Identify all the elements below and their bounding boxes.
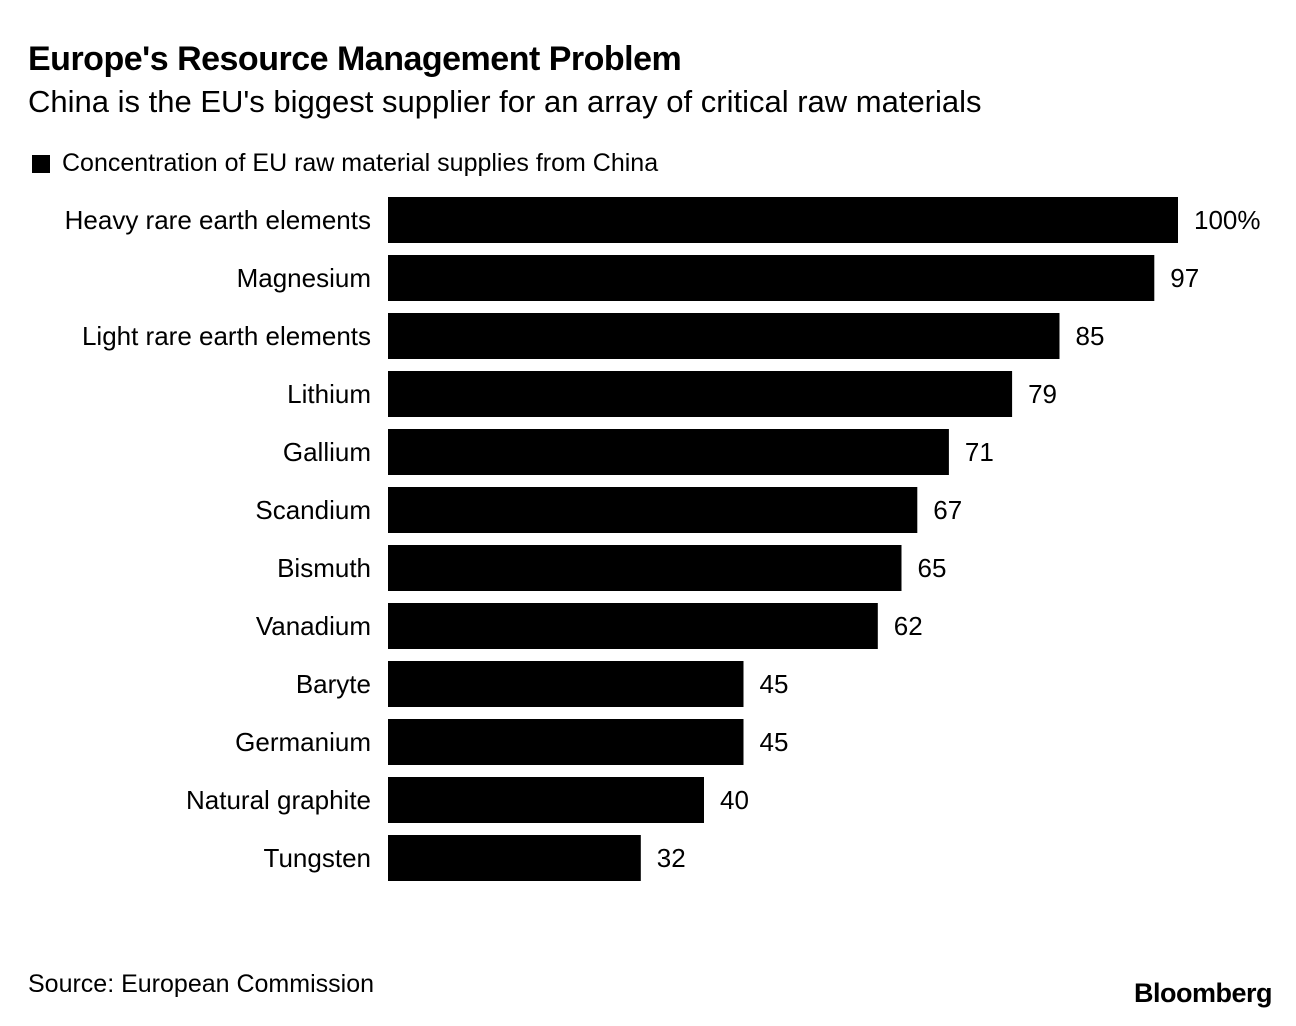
bar-bismuth <box>388 545 902 591</box>
bar-vanadium <box>388 603 878 649</box>
category-label: Natural graphite <box>186 785 371 815</box>
value-label: 97 <box>1170 263 1199 293</box>
category-label: Gallium <box>283 437 371 467</box>
bar-scandium <box>388 487 918 533</box>
bar-tungsten <box>388 835 641 881</box>
value-label: 100% <box>1194 205 1261 235</box>
category-label: Heavy rare earth elements <box>65 205 371 235</box>
value-label: 62 <box>894 611 923 641</box>
bar-gallium <box>388 429 949 475</box>
source-note: Source: European Commission <box>28 970 374 998</box>
value-label: 85 <box>1076 321 1105 351</box>
value-label: 71 <box>965 437 994 467</box>
bar-germanium <box>388 719 744 765</box>
chart-subtitle: China is the EU's biggest supplier for a… <box>28 84 982 119</box>
bar-natural-graphite <box>388 777 704 823</box>
value-label: 79 <box>1028 379 1057 409</box>
value-label: 65 <box>918 553 947 583</box>
category-label: Germanium <box>235 727 371 757</box>
value-label: 45 <box>760 727 789 757</box>
value-label: 67 <box>933 495 962 525</box>
value-label: 32 <box>657 843 686 873</box>
value-label: 45 <box>760 669 789 699</box>
category-label: Lithium <box>287 379 371 409</box>
chart-title: Europe's Resource Management Problem <box>28 40 682 78</box>
category-label: Magnesium <box>237 263 371 293</box>
bar-magnesium <box>388 255 1155 301</box>
legend: Concentration of EU raw material supplie… <box>32 149 658 178</box>
legend-swatch <box>32 154 50 173</box>
bloomberg-logo: Bloomberg <box>1133 978 1273 1008</box>
category-label: Light rare earth elements <box>82 321 371 351</box>
value-label: 40 <box>720 785 749 815</box>
bar-baryte <box>388 661 744 707</box>
bar-heavy-rare-earth-elements <box>388 197 1178 243</box>
category-label: Bismuth <box>277 553 371 583</box>
bar-light-rare-earth-elements <box>388 313 1060 359</box>
category-label: Baryte <box>296 669 371 699</box>
legend-label: Concentration of EU raw material supplie… <box>62 149 659 177</box>
category-label: Vanadium <box>256 611 371 641</box>
category-label: Scandium <box>255 495 371 525</box>
category-label: Tungsten <box>264 843 371 873</box>
bar-lithium <box>388 371 1013 417</box>
